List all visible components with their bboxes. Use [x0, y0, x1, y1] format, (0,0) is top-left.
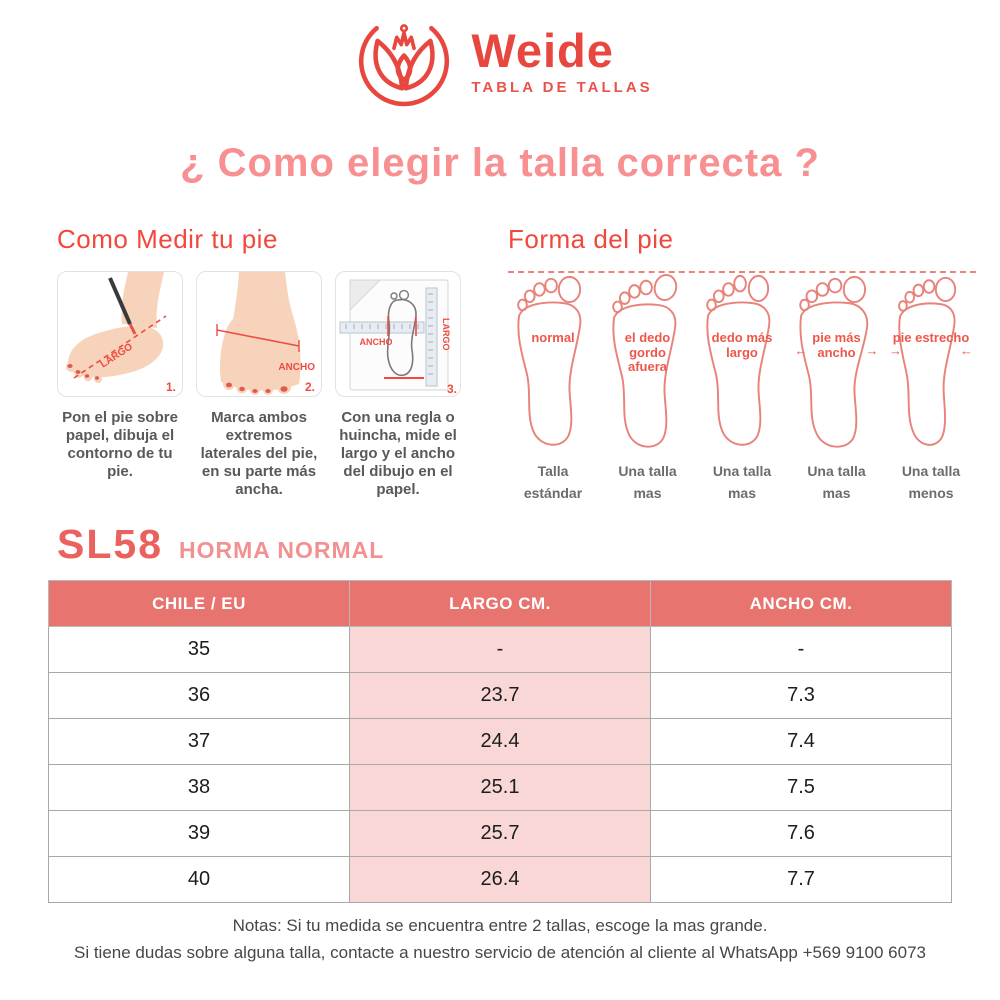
- measure-section: Como Medir tu pie LARGO 1.: [57, 224, 462, 499]
- foot-wide-caption: Una talla mas: [807, 463, 866, 501]
- model-last-type: HORMA NORMAL: [179, 537, 385, 563]
- size-table: CHILE / EU LARGO CM. ANCHO CM. 35 - - 36…: [48, 580, 952, 903]
- foot-big-toe-out: el dedo gordo afuera Una talla mas: [603, 273, 693, 504]
- brand-subtitle: TABLA DE TALLAS: [471, 78, 653, 96]
- footer-notes: Notas: Si tu medida se encuentra entre 2…: [0, 916, 1000, 963]
- foot-narrow-label: pie estrecho: [892, 330, 970, 345]
- measure-step-cards: LARGO 1. ANCHO 2.: [57, 271, 462, 397]
- largo-cell: 25.1: [349, 764, 651, 811]
- step2-number: 2.: [305, 380, 315, 394]
- step2-ancho-label: ANCHO: [278, 362, 315, 373]
- foot-long-toe-caption: Una talla mas: [712, 463, 772, 501]
- model-code: SL58: [57, 521, 163, 567]
- largo-cell: -: [349, 626, 651, 673]
- foot-normal: normal Talla estándar: [508, 273, 598, 504]
- shape-section-title: Forma del pie: [508, 224, 674, 254]
- step1-caption: Pon el pie sobre papel, dibuja el contor…: [62, 409, 178, 480]
- table-row: 35 - -: [48, 626, 952, 673]
- ancho-cell: -: [650, 626, 952, 673]
- foot-narrow-caption: Una talla menos: [901, 463, 961, 501]
- step3-number: 3.: [447, 382, 457, 396]
- largo-cell: 26.4: [349, 856, 651, 903]
- width-arrow-left-icon: ←: [794, 343, 808, 358]
- header: Weide TABLA DE TALLAS: [0, 10, 1000, 112]
- footprint-outline-icon: [798, 275, 868, 448]
- table-row: 38 25.1 7.5: [48, 764, 952, 811]
- ancho-cell: 7.6: [650, 810, 952, 857]
- col-header-largo: LARGO CM.: [349, 580, 651, 627]
- brand-name: Weide: [471, 24, 614, 78]
- foot-narrow: pie estrecho → ← Una talla menos: [886, 273, 976, 504]
- table-row: 40 26.4 7.7: [48, 856, 952, 903]
- table-row: 36 23.7 7.3: [48, 672, 952, 719]
- footprint-outline-icon: [517, 275, 582, 446]
- footprint-outline-icon: [706, 274, 771, 446]
- largo-cell: 24.4: [349, 718, 651, 765]
- size-cell: 35: [48, 626, 350, 673]
- table-row: 37 24.4 7.4: [48, 718, 952, 765]
- size-cell: 40: [48, 856, 350, 903]
- measure-step-captions: Pon el pie sobre papel, dibuja el contor…: [57, 409, 462, 499]
- step2-caption: Marca ambos extremos laterales del pie, …: [200, 409, 318, 498]
- step3-caption: Con una regla o huincha, mide el largo y…: [339, 409, 457, 498]
- foot-shape-section: Forma del pie normal Talla estándar el d…: [508, 224, 976, 504]
- col-header-ancho: ANCHO CM.: [650, 580, 952, 627]
- brand-text: Weide TABLA DE TALLAS: [471, 24, 653, 96]
- foot-long-toe-label: dedo más largo: [711, 330, 773, 360]
- note-line1: Notas: Si tu medida se encuentra entre 2…: [232, 916, 768, 935]
- foot-wide: pie más ancho ← → Una talla mas: [792, 273, 882, 504]
- foot-wide-label: pie más ancho: [812, 330, 861, 360]
- table-row: 39 25.7 7.6: [48, 810, 952, 857]
- model-row: SL58 HORMA NORMAL: [57, 521, 384, 568]
- note-line2: Si tiene dudas sobre alguna talla, conta…: [74, 943, 926, 962]
- step2-width-mark-illustration: ANCHO 2.: [216, 272, 315, 395]
- foot-normal-label: normal: [531, 330, 575, 345]
- step1-number: 1.: [166, 380, 176, 394]
- measure-section-title: Como Medir tu pie: [57, 224, 278, 254]
- size-cell: 38: [48, 764, 350, 811]
- footprint-outline-icon: [611, 274, 677, 448]
- narrow-arrow-right-icon: ←: [960, 343, 973, 358]
- step3-card: ANCHO LARGO 3.: [335, 271, 461, 397]
- ancho-cell: 7.5: [650, 764, 952, 811]
- step2-card: ANCHO 2.: [196, 271, 322, 397]
- page-title: ¿ Como elegir la talla correcta ?: [180, 141, 820, 185]
- size-table-header-row: CHILE / EU LARGO CM. ANCHO CM.: [48, 580, 952, 627]
- ancho-cell: 7.3: [650, 672, 952, 719]
- step3-ancho-label: ANCHO: [360, 337, 393, 347]
- largo-cell: 25.7: [349, 810, 651, 857]
- size-cell: 37: [48, 718, 350, 765]
- col-header-chile-eu: CHILE / EU: [48, 580, 350, 627]
- largo-cell: 23.7: [349, 672, 651, 719]
- step1-card: LARGO 1.: [57, 271, 183, 397]
- step1-foot-drawing-illustration: LARGO 1.: [66, 272, 176, 394]
- foot-normal-caption: Talla estándar: [523, 463, 583, 501]
- footprint-outline-icon: [898, 276, 957, 446]
- foot-long-toe: dedo más largo Una talla mas: [697, 273, 787, 504]
- size-cell: 39: [48, 810, 350, 857]
- step3-ruler-paper-illustration: ANCHO LARGO 3.: [339, 279, 457, 396]
- foot-big-toe-out-label: el dedo gordo afuera: [624, 330, 671, 375]
- size-cell: 36: [48, 672, 350, 719]
- step3-largo-label: LARGO: [441, 318, 451, 351]
- brand-flower-logo-icon: [359, 24, 450, 107]
- narrow-arrow-left-icon: →: [889, 343, 902, 358]
- ancho-cell: 7.7: [650, 856, 952, 903]
- width-arrow-right-icon: →: [865, 343, 879, 358]
- ancho-cell: 7.4: [650, 718, 952, 765]
- foot-big-toe-out-caption: Una talla mas: [618, 463, 677, 501]
- feet-row: normal Talla estándar el dedo gordo afue…: [508, 271, 976, 504]
